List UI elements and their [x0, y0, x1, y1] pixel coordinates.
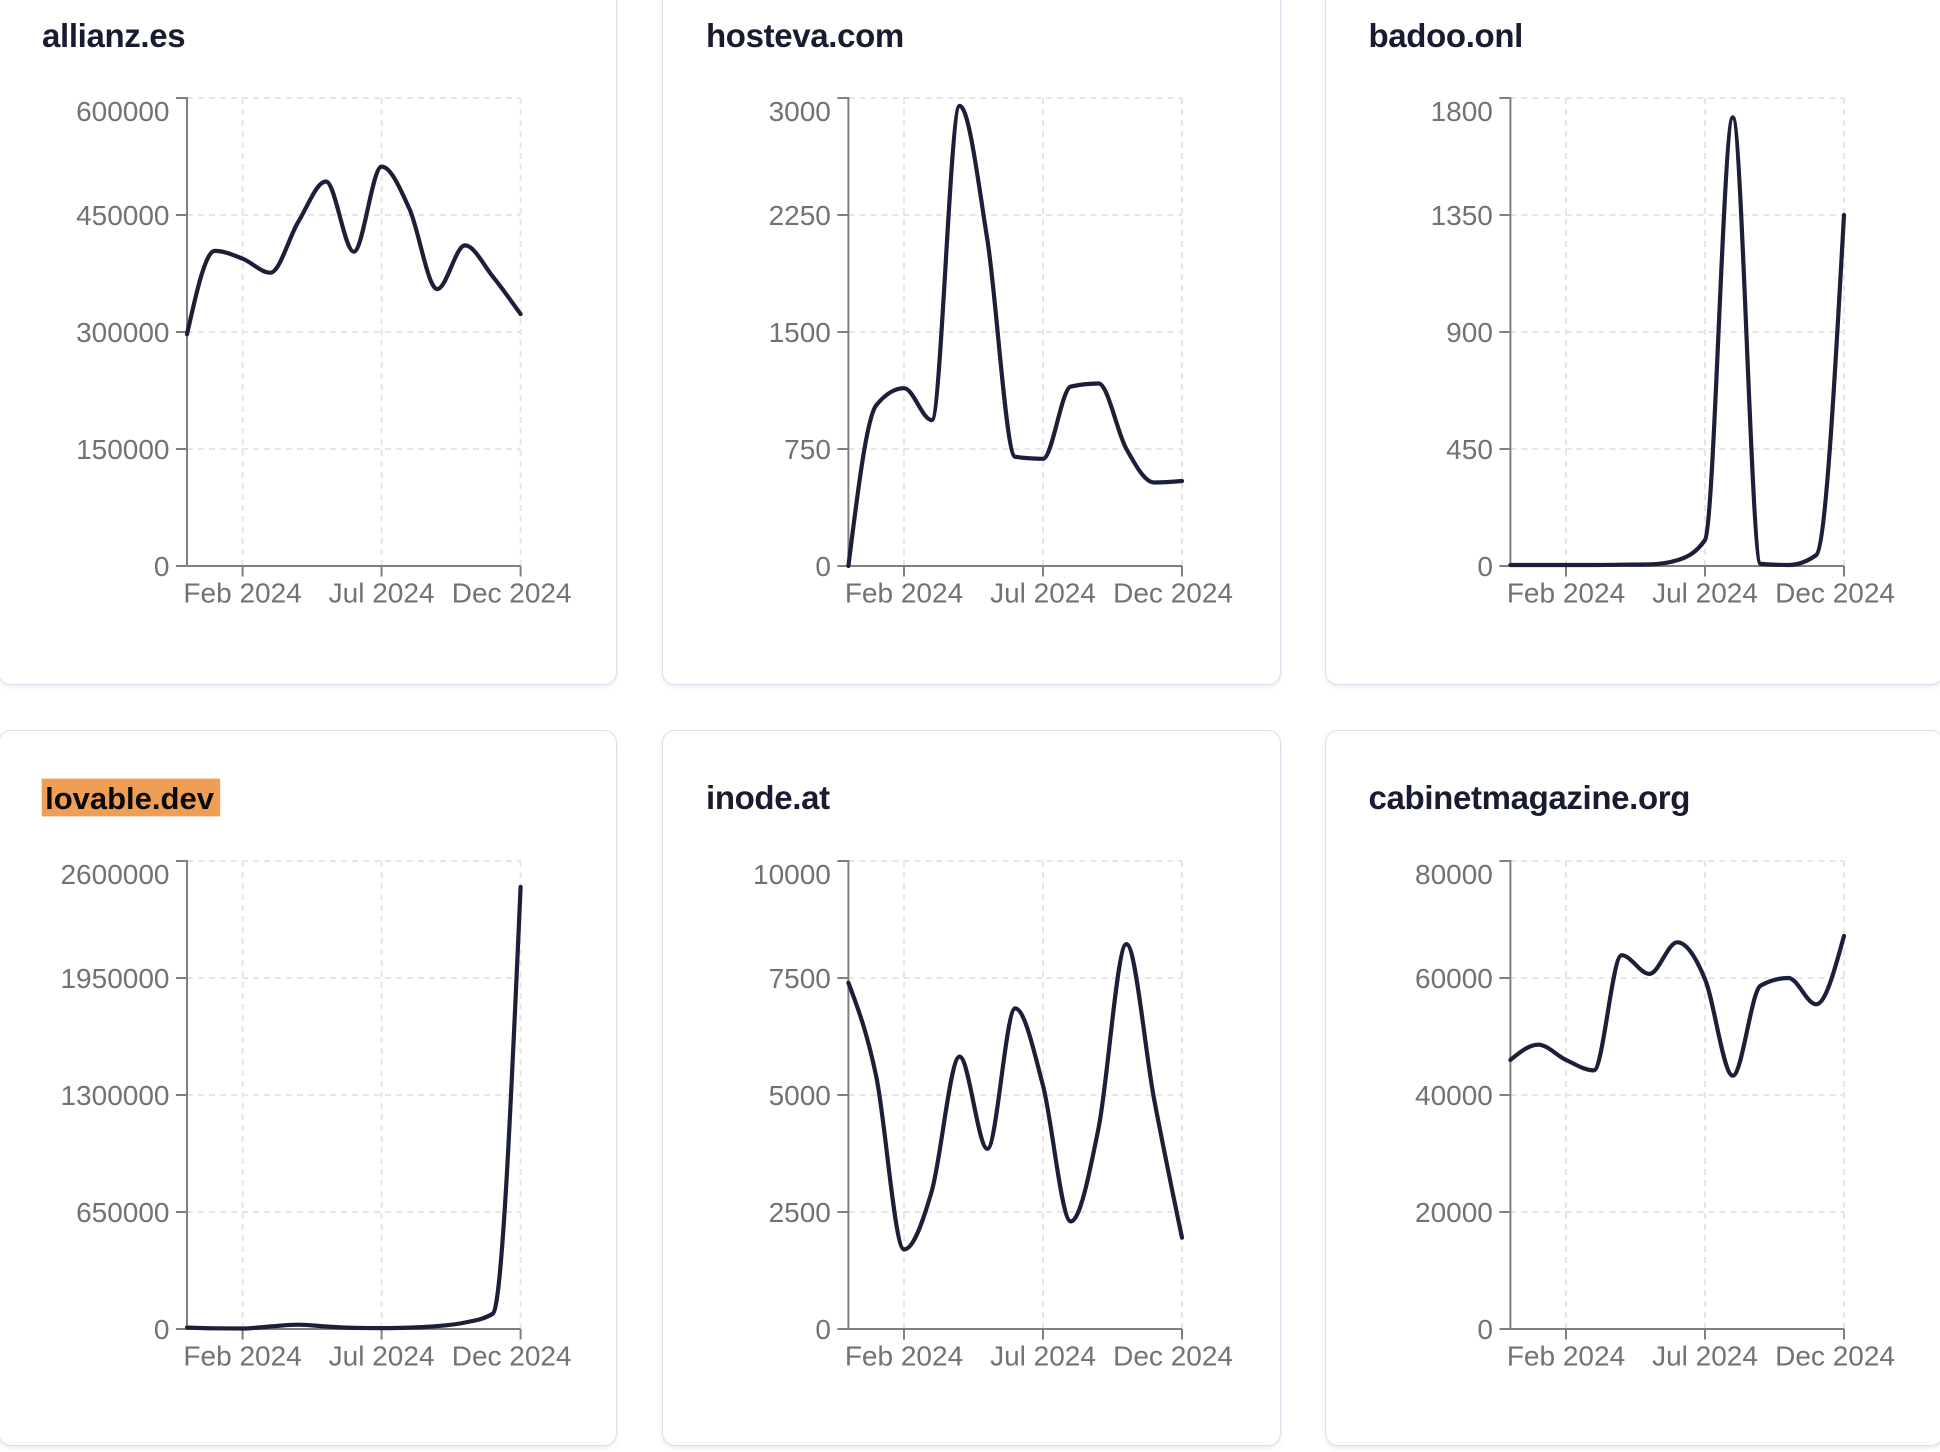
svg-text:7500: 7500: [769, 963, 831, 994]
svg-text:0: 0: [1477, 1314, 1493, 1345]
svg-text:lovable.dev: lovable.dev: [45, 781, 215, 816]
svg-text:80000: 80000: [1415, 859, 1493, 890]
svg-text:450: 450: [1446, 434, 1493, 465]
svg-text:0: 0: [1477, 551, 1493, 582]
svg-text:650000: 650000: [76, 1197, 169, 1228]
svg-text:inode.at: inode.at: [706, 779, 830, 816]
svg-text:allianz.es: allianz.es: [42, 17, 185, 54]
svg-text:1950000: 1950000: [60, 963, 169, 994]
svg-text:60000: 60000: [1415, 963, 1493, 994]
svg-text:Feb 2024: Feb 2024: [183, 578, 301, 609]
svg-text:Feb 2024: Feb 2024: [1507, 1341, 1625, 1372]
svg-text:Feb 2024: Feb 2024: [1507, 578, 1625, 609]
svg-text:750: 750: [784, 434, 831, 465]
svg-text:0: 0: [154, 551, 170, 582]
svg-text:20000: 20000: [1415, 1197, 1493, 1228]
svg-text:Dec 2024: Dec 2024: [1113, 1341, 1233, 1372]
svg-text:2250: 2250: [769, 200, 831, 231]
svg-text:Jul 2024: Jul 2024: [1652, 578, 1758, 609]
svg-text:1500: 1500: [769, 317, 831, 348]
svg-text:0: 0: [815, 551, 831, 582]
svg-text:Feb 2024: Feb 2024: [845, 578, 963, 609]
svg-text:Feb 2024: Feb 2024: [183, 1341, 301, 1372]
svg-text:Dec 2024: Dec 2024: [1775, 578, 1895, 609]
svg-text:badoo.onl: badoo.onl: [1369, 17, 1524, 54]
svg-text:Dec 2024: Dec 2024: [1775, 1341, 1895, 1372]
svg-text:Dec 2024: Dec 2024: [452, 578, 572, 609]
svg-text:600000: 600000: [76, 96, 169, 127]
svg-text:cabinetmagazine.org: cabinetmagazine.org: [1369, 779, 1691, 816]
svg-text:3000: 3000: [769, 96, 831, 127]
svg-text:Dec 2024: Dec 2024: [452, 1341, 572, 1372]
svg-text:Dec 2024: Dec 2024: [1113, 578, 1233, 609]
svg-text:Jul 2024: Jul 2024: [990, 578, 1096, 609]
svg-text:150000: 150000: [76, 434, 169, 465]
svg-text:40000: 40000: [1415, 1080, 1493, 1111]
svg-text:900: 900: [1446, 317, 1493, 348]
svg-text:1350: 1350: [1431, 200, 1493, 231]
svg-text:450000: 450000: [76, 200, 169, 231]
svg-text:2600000: 2600000: [60, 859, 169, 890]
svg-text:2500: 2500: [769, 1197, 831, 1228]
svg-text:1800: 1800: [1431, 96, 1493, 127]
svg-text:Jul 2024: Jul 2024: [990, 1341, 1096, 1372]
svg-text:Feb 2024: Feb 2024: [845, 1341, 963, 1372]
svg-text:hosteva.com: hosteva.com: [706, 17, 904, 54]
svg-text:Jul 2024: Jul 2024: [329, 1341, 435, 1372]
svg-text:5000: 5000: [769, 1080, 831, 1111]
svg-text:0: 0: [154, 1314, 170, 1345]
svg-text:0: 0: [815, 1314, 831, 1345]
svg-text:Jul 2024: Jul 2024: [1652, 1341, 1758, 1372]
svg-text:300000: 300000: [76, 317, 169, 348]
svg-text:Jul 2024: Jul 2024: [329, 578, 435, 609]
svg-text:10000: 10000: [753, 859, 831, 890]
svg-text:1300000: 1300000: [60, 1080, 169, 1111]
